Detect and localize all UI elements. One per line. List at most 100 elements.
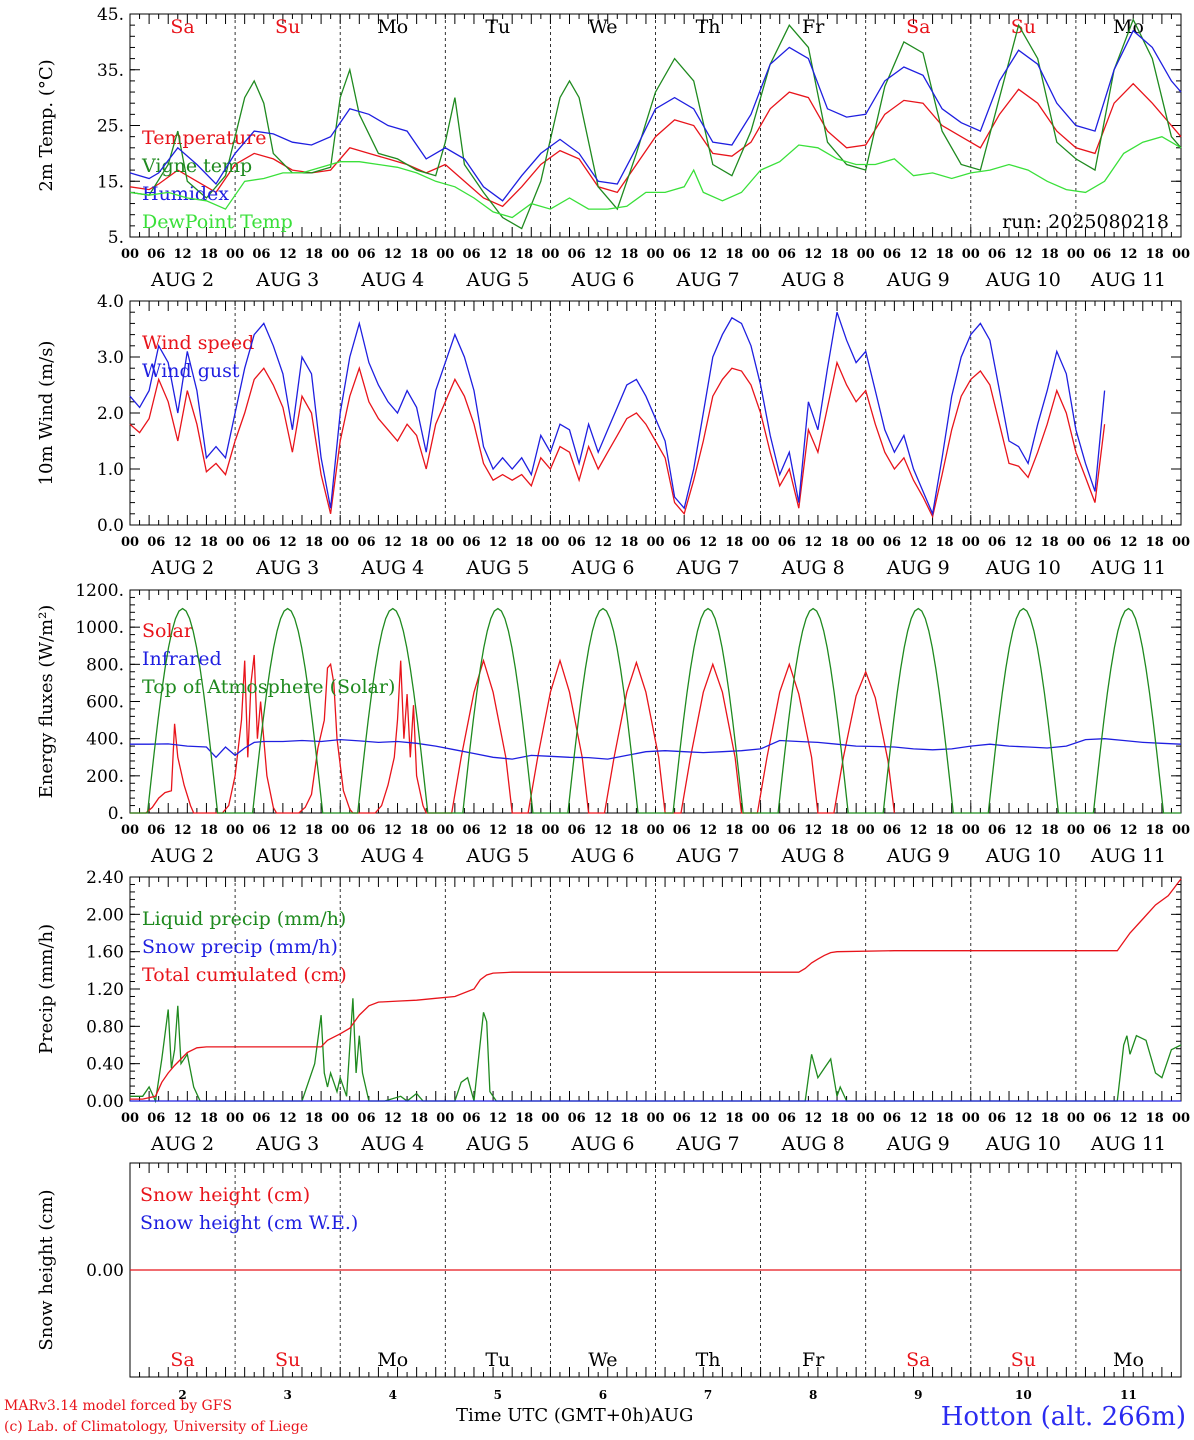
panel-1-date-label: AUG 9	[886, 269, 950, 291]
panel-1-hour-label: 06	[988, 247, 1006, 262]
panel-4-hour-label: 12	[804, 1111, 822, 1126]
panel-1-hour-label: 18	[935, 247, 953, 262]
panel-1-hour-label: 00	[226, 247, 244, 262]
panel-3-ytick-label: 200.	[86, 767, 124, 787]
panel-3-hour-label: 00	[121, 823, 139, 838]
panel-4-hour-label: 18	[1146, 1111, 1164, 1126]
panel-4-hour-label: 18	[410, 1111, 428, 1126]
panel-1-hour-label: 06	[147, 247, 165, 262]
panel-3-hour-label: 06	[568, 823, 586, 838]
panel-4-hour-label: 18	[725, 1111, 743, 1126]
panel-4-hour-label: 18	[305, 1111, 323, 1126]
panel-1-hour-label: 06	[778, 247, 796, 262]
panel-4-hour-label: 06	[778, 1111, 796, 1126]
panel-2-ylabel: 10m Wind (m/s)	[36, 341, 57, 486]
panel-5-day-number: 8	[809, 1388, 817, 1402]
panel-5-day-number: 5	[494, 1388, 502, 1402]
panel-4-hour-label: 06	[988, 1111, 1006, 1126]
panel-2-hour-label: 18	[410, 535, 428, 550]
panel-4-hour-label: 18	[1041, 1111, 1059, 1126]
panel-5-weekday-label: Mo	[1113, 1349, 1144, 1371]
panel-1-hour-label: 12	[384, 247, 402, 262]
panel-1-hour-label: 12	[1014, 247, 1032, 262]
panel-4-hour-label: 12	[1014, 1111, 1032, 1126]
panel-1-series-line-2	[129, 17, 1182, 230]
panel-3-hour-label: 18	[1146, 823, 1164, 838]
panel-1-date-label: AUG 11	[1090, 269, 1166, 291]
panel-4-hour-label: 12	[384, 1111, 402, 1126]
panel-1-weekday-label: Fr	[802, 16, 825, 38]
panel-4-ytick-label: 2.00	[86, 905, 124, 925]
panel-3-hour-label: 06	[252, 823, 270, 838]
panel-3-hour-label: 00	[857, 823, 875, 838]
panel-1-hour-label: 00	[1067, 247, 1085, 262]
panel-4-hour-label: 12	[1119, 1111, 1137, 1126]
panel-1-legend-3: Humidex	[142, 183, 229, 205]
panel-2-hour-label: 06	[357, 535, 375, 550]
panel-2-date-label: AUG 7	[676, 557, 740, 579]
panel-3-date-label: AUG 4	[360, 845, 424, 867]
panel-5-day-number: 9	[914, 1388, 922, 1402]
panel-3-hour-label: 18	[1041, 823, 1059, 838]
panel-3-date-label: AUG 8	[781, 845, 845, 867]
panel-5-weekday-label: Tu	[485, 1349, 510, 1371]
panel-2-hour-label: 12	[1119, 535, 1137, 550]
panel-1-hour-label: 06	[568, 247, 586, 262]
panel-1-hour-label: 18	[830, 247, 848, 262]
panel-4-hour-label: 12	[699, 1111, 717, 1126]
panel-4-hour-label: 00	[752, 1111, 770, 1126]
panel-1-hour-label: 06	[357, 247, 375, 262]
panel-4-hour-label: 18	[830, 1111, 848, 1126]
panel-3-hour-label: 00	[226, 823, 244, 838]
panel-3-hour-label: 00	[962, 823, 980, 838]
panel-2-hour-label: 18	[830, 535, 848, 550]
panel-4-hour-label: 00	[857, 1111, 875, 1126]
panel-2-hour-label: 12	[909, 535, 927, 550]
panel-1-ytick-label: 25.	[97, 117, 124, 137]
panel-3-hour-label: 00	[1067, 823, 1085, 838]
panel-3-hour-label: 12	[594, 823, 612, 838]
panel-3-hour-label: 12	[279, 823, 297, 838]
panel-2-date-label: AUG 6	[570, 557, 634, 579]
panel-2-hour-label: 18	[515, 535, 533, 550]
panel-5-weekday-label: Mo	[377, 1349, 408, 1371]
panel-1-hour-label: 18	[200, 247, 218, 262]
panel-2-date-label: AUG 10	[985, 557, 1061, 579]
panel-2-hour-label: 06	[778, 535, 796, 550]
panel-3-hour-label: 12	[384, 823, 402, 838]
panel-3-ytick-label: 1000.	[75, 618, 124, 638]
panel-4-date-label: AUG 3	[255, 1133, 319, 1155]
panel-2-hour-label-end: 00	[1172, 535, 1190, 550]
panel-3-hour-label: 06	[147, 823, 165, 838]
panel-1-hour-label: 06	[463, 247, 481, 262]
panel-4-date-label: AUG 4	[360, 1133, 424, 1155]
panel-1-weekday-label: We	[588, 16, 617, 38]
panel-2-ytick-label: 3.0	[97, 348, 124, 368]
panel-3-ytick-label: 0.	[108, 804, 124, 824]
panel-1-hour-label: 12	[594, 247, 612, 262]
panel-5-day-number: 3	[283, 1388, 291, 1402]
panel-4-hour-label: 06	[252, 1111, 270, 1126]
panel-4-hour-label: 00	[121, 1111, 139, 1126]
panel-3-legend-3: Top of Atmosphere (Solar)	[142, 676, 395, 698]
panel-1-date-label: AUG 10	[985, 269, 1061, 291]
panel-2-hour-label: 12	[279, 535, 297, 550]
panel-5-day-number: 10	[1015, 1388, 1032, 1402]
panel-2-series-line-1	[129, 360, 1106, 519]
panel-3-hour-label: 00	[541, 823, 559, 838]
panel-3-hour-label: 06	[1093, 823, 1111, 838]
panel-2-hour-label: 12	[174, 535, 192, 550]
panel-3-date-label: AUG 5	[465, 845, 529, 867]
panel-1-hour-label: 06	[252, 247, 270, 262]
panel-1-date-label: AUG 5	[465, 269, 529, 291]
panel-1-hour-label: 12	[279, 247, 297, 262]
panel-3-hour-label: 06	[988, 823, 1006, 838]
panel-2-ytick-label: 2.0	[97, 404, 124, 424]
panel-3-hour-label: 00	[752, 823, 770, 838]
panel-1-hour-label: 12	[804, 247, 822, 262]
panel-4-date-label: AUG 9	[886, 1133, 950, 1155]
panel-1-frame	[129, 13, 1182, 238]
panel-3-hour-label: 06	[463, 823, 481, 838]
panel-2-series-line-2	[129, 311, 1106, 517]
